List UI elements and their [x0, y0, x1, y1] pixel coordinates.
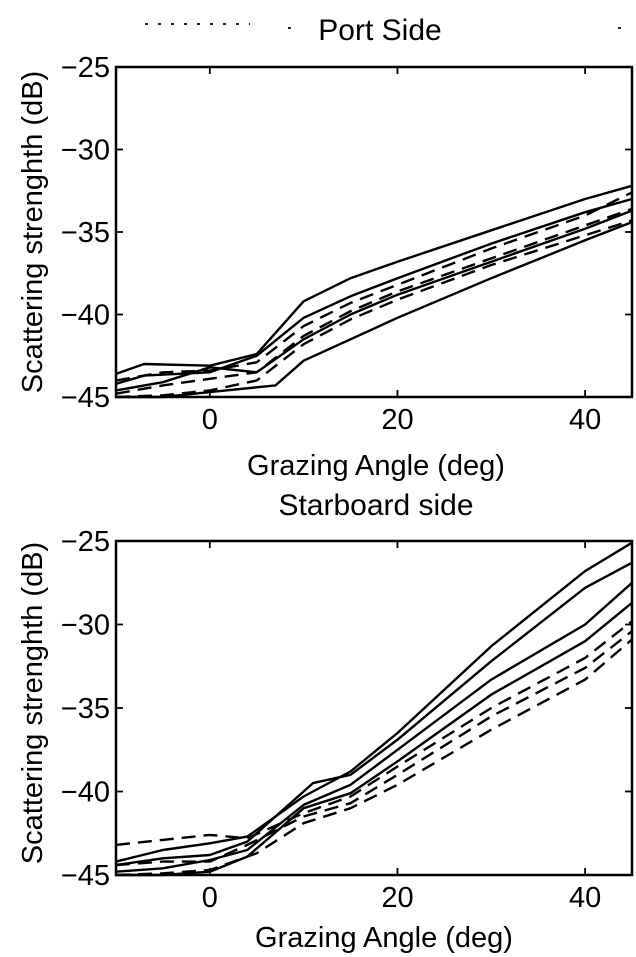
y-tick-label: −45	[61, 860, 110, 892]
series-line-dashed	[115, 638, 633, 877]
scan-noise-marks	[145, 23, 630, 29]
chart-title: Starboard side	[278, 489, 473, 522]
series-line-dashed	[115, 207, 633, 395]
y-tick-label: −25	[61, 52, 110, 84]
series-line-solid	[115, 184, 633, 376]
x-tick-label: 40	[569, 404, 601, 436]
plot-frame	[114, 65, 634, 399]
plot-frame	[114, 539, 634, 877]
series-line-solid	[115, 541, 633, 863]
chart-panel-starboard: Starboard side Scattering strenghth (dB)…	[17, 489, 634, 954]
series-line-solid	[115, 561, 633, 867]
series-line-solid	[115, 581, 633, 873]
x-tick-label: 0	[202, 404, 218, 436]
x-tick-label: 20	[381, 404, 413, 436]
y-axis-label: Scattering strenghth (dB)	[17, 542, 49, 864]
y-tick-label: −30	[61, 610, 110, 642]
series-line-dashed	[115, 630, 633, 867]
y-tick-label: −40	[61, 777, 110, 809]
x-tick-label: 40	[569, 882, 601, 914]
y-tick-label: −40	[61, 300, 110, 332]
series-line-dashed	[115, 191, 633, 382]
x-axis-label: Grazing Angle (deg)	[247, 450, 505, 482]
y-tick-label: −35	[61, 693, 110, 725]
tick-group: 0 20 40 −25 −30 −35 −40 −45	[61, 526, 632, 914]
tick-group: 0 20 40 −25 −30 −35 −40 −45	[61, 52, 632, 436]
series-group	[115, 541, 633, 877]
x-axis-label: Grazing Angle (deg)	[255, 922, 513, 954]
y-tick-label: −45	[61, 382, 110, 414]
y-axis-label: Scattering strenghth (dB)	[17, 71, 49, 393]
series-line-solid	[116, 220, 633, 399]
series-group	[115, 184, 633, 399]
series-line-dashed	[115, 620, 633, 847]
chart-title: Port Side	[318, 14, 441, 47]
y-tick-label: −30	[61, 135, 110, 167]
y-tick-label: −25	[61, 526, 110, 558]
series-line-solid	[115, 209, 633, 392]
series-line-solid	[116, 601, 633, 877]
x-tick-label: 0	[202, 882, 218, 914]
y-tick-label: −35	[61, 217, 110, 249]
series-line-solid	[115, 197, 633, 385]
series-line-dashed	[115, 219, 633, 399]
chart-panel-port: Port Side Scattering strenghth (dB) Graz…	[17, 14, 634, 482]
x-tick-label: 20	[381, 882, 413, 914]
